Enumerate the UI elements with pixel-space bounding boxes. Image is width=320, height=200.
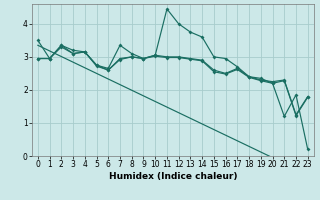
X-axis label: Humidex (Indice chaleur): Humidex (Indice chaleur) [108, 172, 237, 181]
